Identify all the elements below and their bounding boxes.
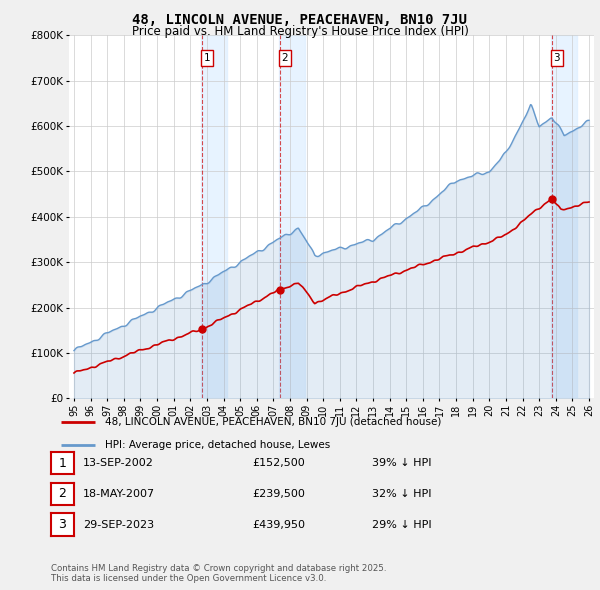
- Bar: [201, 35, 227, 398]
- Text: 1: 1: [58, 457, 67, 470]
- Text: £439,950: £439,950: [252, 520, 305, 529]
- Text: HPI: Average price, detached house, Lewes: HPI: Average price, detached house, Lewe…: [105, 440, 331, 450]
- Bar: [551, 35, 577, 398]
- Text: 29-SEP-2023: 29-SEP-2023: [83, 520, 154, 529]
- Text: Price paid vs. HM Land Registry's House Price Index (HPI): Price paid vs. HM Land Registry's House …: [131, 25, 469, 38]
- Text: 3: 3: [553, 53, 560, 63]
- Text: £152,500: £152,500: [252, 458, 305, 468]
- Text: £239,500: £239,500: [252, 489, 305, 499]
- Text: 29% ↓ HPI: 29% ↓ HPI: [372, 520, 431, 529]
- Text: 48, LINCOLN AVENUE, PEACEHAVEN, BN10 7JU: 48, LINCOLN AVENUE, PEACEHAVEN, BN10 7JU: [133, 13, 467, 27]
- Text: 1: 1: [204, 53, 211, 63]
- Text: 13-SEP-2002: 13-SEP-2002: [83, 458, 154, 468]
- Text: 2: 2: [281, 53, 288, 63]
- Text: 18-MAY-2007: 18-MAY-2007: [83, 489, 155, 499]
- Text: Contains HM Land Registry data © Crown copyright and database right 2025.
This d: Contains HM Land Registry data © Crown c…: [51, 563, 386, 583]
- Text: 3: 3: [58, 518, 67, 531]
- Text: 2: 2: [58, 487, 67, 500]
- Text: 32% ↓ HPI: 32% ↓ HPI: [372, 489, 431, 499]
- Text: 39% ↓ HPI: 39% ↓ HPI: [372, 458, 431, 468]
- Text: 48, LINCOLN AVENUE, PEACEHAVEN, BN10 7JU (detached house): 48, LINCOLN AVENUE, PEACEHAVEN, BN10 7JU…: [105, 417, 442, 427]
- Bar: [279, 35, 305, 398]
